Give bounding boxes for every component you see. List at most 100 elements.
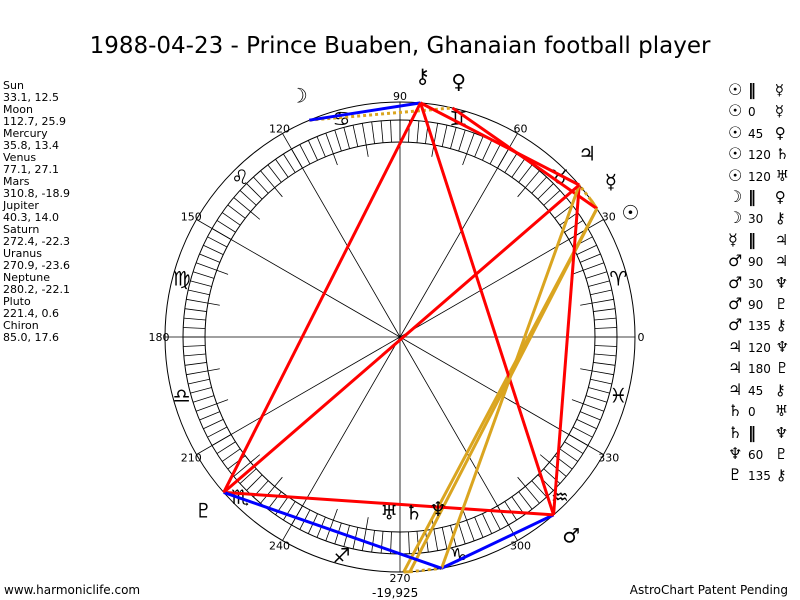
degree-label: 240: [269, 540, 290, 553]
ring-tick: [183, 327, 206, 329]
aspect-row: ♂ 135 ⚷: [728, 315, 789, 336]
ring-tick: [190, 280, 212, 287]
jupiter-glyph-icon: ♃: [728, 358, 743, 378]
saturn-glyph-icon: ♄: [728, 401, 743, 421]
ring-tick: [246, 183, 263, 200]
planet-name: Neptune: [3, 271, 51, 284]
ring-tick: [283, 153, 296, 173]
ring-tick: [518, 164, 533, 183]
degree-tick: [250, 454, 261, 463]
aspect-row: ♄ ‖ ♆: [728, 423, 789, 444]
ring-tick: [246, 474, 263, 491]
planet-name: Mercury: [3, 127, 48, 140]
aspect-type: 60: [748, 447, 764, 462]
aspect-type: 30: [748, 276, 764, 291]
spoke-line: [399, 336, 518, 541]
ring-tick: [559, 212, 578, 226]
ring-tick: [583, 262, 605, 271]
planet-name: Mars: [3, 175, 30, 188]
planet-coords: 221.4, 0.6: [3, 307, 59, 320]
mercury-glyph-icon: ☿: [770, 102, 784, 121]
degree-label: 210: [181, 452, 202, 465]
ring-tick: [299, 144, 311, 165]
ring-tick: [239, 190, 257, 206]
ring-tick: [307, 140, 318, 161]
saturn-glyph-icon: ♄: [728, 422, 743, 442]
ring-tick: [203, 419, 224, 430]
planet-coords: 33.1, 12.5: [3, 91, 59, 104]
ring-tick: [184, 308, 207, 312]
ring-tick: [474, 517, 484, 538]
degree-tick: [274, 187, 283, 198]
degree-tick: [517, 476, 526, 487]
ring-tick: [186, 298, 209, 304]
ring-tick: [199, 253, 220, 263]
website-link[interactable]: www.harmoniclife.com: [4, 583, 141, 597]
planet-coords: 85.0, 17.6: [3, 331, 59, 344]
degree-tick: [274, 476, 283, 487]
moon-glyph-icon: ☽: [728, 187, 743, 207]
spoke-line: [399, 133, 518, 338]
zodiac-sign-icon: ♍: [173, 267, 191, 291]
zodiac-sign-icon: ♌: [231, 165, 249, 189]
degree-tick: [216, 399, 229, 405]
ring-tick: [192, 395, 215, 403]
saturn-glyph-icon: ♄: [405, 500, 423, 524]
degree-tick: [571, 399, 584, 405]
aspect-row: ☉ 45 ♀: [728, 123, 789, 144]
ring-tick: [482, 513, 493, 534]
ring-tick: [183, 317, 206, 321]
aspect-row: ♂ 90 ♃: [728, 251, 789, 272]
ring-tick: [371, 530, 375, 553]
aspect-row: ☉ 120 ♄: [728, 144, 789, 165]
mercury-glyph-icon: ☿: [728, 229, 738, 249]
uranus-glyph-icon: ♅: [770, 402, 789, 421]
ring-tick: [183, 345, 206, 347]
aspect-line: [419, 102, 555, 516]
aspect-row: ☉ ‖ ☿: [728, 80, 789, 101]
ring-tick: [192, 271, 215, 279]
degree-tick: [517, 187, 526, 198]
aspect-line: [440, 513, 555, 570]
degree-label: 300: [510, 540, 531, 553]
uranus-glyph-icon: ♅: [380, 501, 398, 525]
mars-glyph-icon: ♂: [728, 272, 743, 292]
mercury-glyph-icon: ☿: [605, 170, 617, 194]
ring-tick: [188, 378, 210, 385]
ring-tick: [588, 387, 610, 394]
ring-tick: [504, 153, 517, 173]
zodiac-sign-icon: ♐: [333, 543, 351, 567]
ring-tick: [216, 220, 236, 233]
degree-tick: [580, 368, 593, 372]
ring-tick: [537, 183, 554, 200]
aspect-type: 120: [748, 169, 771, 184]
ring-tick: [239, 468, 257, 484]
mars-glyph-icon: ♂: [562, 523, 580, 547]
aspect-type: 135: [748, 469, 771, 484]
jupiter-glyph-icon: ♃: [578, 142, 596, 166]
aspect-line: [419, 101, 580, 187]
degree-tick: [332, 153, 338, 166]
ring-tick: [371, 121, 375, 144]
ring-tick: [525, 170, 540, 188]
aspect-type: ‖: [748, 229, 756, 249]
chart-title: 1988-04-23 - Prince Buaben, Ghanaian foo…: [89, 33, 711, 59]
degree-label: 30: [602, 211, 616, 224]
aspect-row: ♂ 90 ♇: [728, 294, 789, 315]
degree-tick: [250, 211, 261, 220]
mars-glyph-icon: ♂: [728, 251, 743, 271]
mars-glyph-icon: ♂: [728, 294, 743, 314]
ring-tick: [543, 190, 561, 206]
ring-tick: [531, 176, 547, 194]
ring-tick: [195, 403, 217, 412]
pluto-glyph-icon: ♇: [195, 498, 213, 522]
ring-tick: [441, 527, 448, 549]
degree-tick: [462, 153, 468, 166]
planet-coords: 77.1, 27.1: [3, 163, 59, 176]
degree-tick: [207, 368, 220, 372]
planet-coords: 270.9, -23.6: [3, 259, 70, 272]
spoke-line: [282, 336, 401, 541]
ring-tick: [594, 317, 617, 321]
ring-tick: [183, 353, 206, 357]
ring-tick: [316, 136, 326, 157]
